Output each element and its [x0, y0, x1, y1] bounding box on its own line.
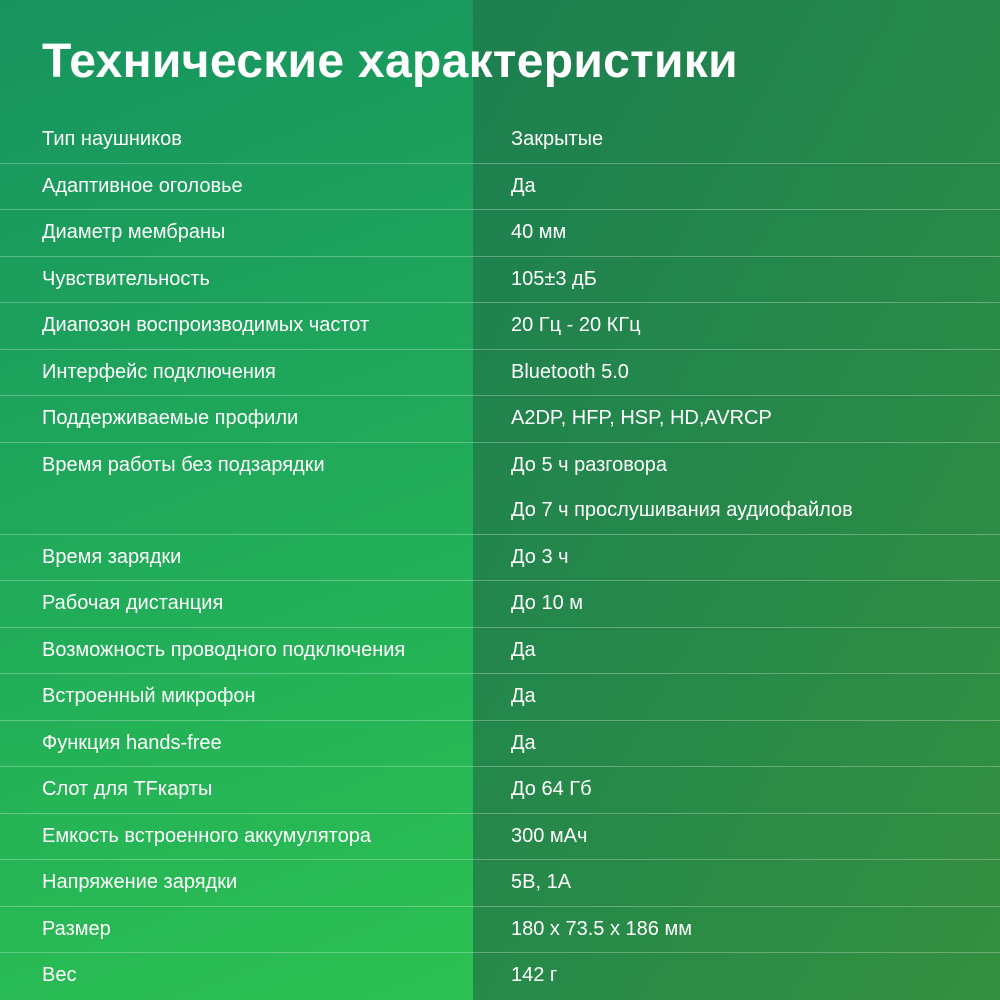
spec-value-line: 5В, 1А: [511, 871, 572, 893]
spec-value: До 64 Гб: [511, 767, 1000, 813]
spec-row: Вес 142 г: [0, 953, 1000, 999]
spec-row: Встроенный микрофон Да: [0, 674, 1000, 721]
spec-value: 40 мм: [511, 210, 1000, 256]
spec-value-line: До 3 ч: [511, 545, 569, 568]
spec-value: Да: [511, 721, 1000, 767]
spec-value-line: До 7 ч прослушивания аудиофайлов: [511, 499, 853, 521]
spec-label: Функция hands-free: [42, 731, 222, 754]
spec-label: Время работы без подзарядки: [42, 453, 325, 476]
right-panel-background: [473, 0, 1000, 1000]
spec-row: Адаптивное оголовье Да: [0, 164, 1000, 210]
spec-label: Размер: [42, 917, 111, 940]
spec-value-line: Bluetooth 5.0: [511, 360, 629, 383]
spec-row: Тип наушников Закрытые: [0, 117, 1000, 164]
spec-row: Функция hands-free Да: [0, 721, 1000, 767]
spec-value: До 3 ч: [511, 535, 1000, 581]
spec-label: Диапозон воспроизводимых частот: [42, 314, 370, 336]
spec-row: Диапозон воспроизводимых частот 20 Гц - 2…: [0, 303, 1000, 350]
spec-value-line: Да: [511, 685, 536, 707]
spec-label: Адаптивное оголовье: [42, 174, 243, 197]
spec-row: Чувствительность 105±3 дБ: [0, 257, 1000, 303]
spec-value: A2DP, HFP, HSP, HD,AVRCP: [511, 396, 1000, 442]
spec-value: Да: [511, 674, 1000, 720]
spec-value-line: Да: [511, 638, 536, 661]
spec-row: Время зарядки До 3 ч: [0, 535, 1000, 581]
spec-row: Размер 180 x 73.5 x 186 мм: [0, 907, 1000, 953]
spec-row: Напряжение зарядки 5В, 1А: [0, 860, 1000, 907]
spec-value: До 10 м: [511, 581, 1000, 627]
spec-value-line: 105±3 дБ: [511, 267, 597, 290]
spec-value-line: До 64 Гб: [511, 778, 592, 800]
spec-label: Напряжение зарядки: [42, 871, 238, 893]
spec-label: Чувствительность: [42, 267, 210, 290]
spec-row: Поддерживаемые профили A2DP, HFP, HSP, HD…: [0, 396, 1000, 443]
spec-value: Bluetooth 5.0: [511, 350, 1000, 396]
spec-value-line: 20 Гц - 20 КГц: [511, 314, 641, 336]
spec-value: Да: [511, 628, 1000, 674]
spec-value-line: 300 мАч: [511, 824, 588, 847]
spec-label: Поддерживаемые профили: [42, 407, 299, 429]
spec-row: Время работы без подзарядки До 5 ч разгов…: [0, 443, 1000, 535]
spec-value-line: Да: [511, 174, 536, 197]
spec-value-line: До 10 м: [511, 592, 584, 614]
spec-label: Диаметр мембраны: [42, 221, 226, 243]
spec-value: До 5 ч разговора До 7 ч прослушивания ауд…: [511, 443, 1000, 534]
spec-label: Слот для TFкарты: [42, 778, 213, 800]
left-panel-background: [0, 0, 473, 1000]
spec-value-line: До 5 ч разговора: [511, 453, 668, 476]
spec-value-line: Закрытые: [511, 128, 604, 150]
spec-value-line: 142 г: [511, 964, 558, 986]
spec-value: 180 x 73.5 x 186 мм: [511, 907, 1000, 953]
specs-table: Тип наушников Закрытые Адаптивное оголовье…: [0, 117, 1000, 999]
spec-value-line: A2DP, HFP, HSP, HD,AVRCP: [511, 407, 772, 429]
spec-value-line: 40 мм: [511, 221, 567, 243]
spec-label: Рабочая дистанция: [42, 592, 224, 614]
spec-label: Интерфейс подключения: [42, 360, 276, 383]
spec-row: Рабочая дистанция До 10 м: [0, 581, 1000, 628]
spec-value-line: Да: [511, 731, 536, 754]
spec-label: Вес: [42, 964, 77, 986]
page-title: Технические характеристики: [42, 35, 738, 88]
spec-value: 20 Гц - 20 КГц: [511, 303, 1000, 349]
spec-row: Интерфейс подключения Bluetooth 5.0: [0, 350, 1000, 396]
spec-label: Возможность проводного подключения: [42, 638, 406, 661]
spec-value: 300 мАч: [511, 814, 1000, 860]
spec-label: Время зарядки: [42, 545, 182, 568]
spec-value: Закрытые: [511, 117, 1000, 163]
spec-label: Встроенный микрофон: [42, 685, 256, 707]
spec-label: Тип наушников: [42, 128, 182, 150]
spec-row: Слот для TFкарты До 64 Гб: [0, 767, 1000, 814]
spec-value-line: 180 x 73.5 x 186 мм: [511, 917, 692, 940]
spec-value: Да: [511, 164, 1000, 210]
spec-row: Возможность проводного подключения Да: [0, 628, 1000, 674]
spec-value: 105±3 дБ: [511, 257, 1000, 303]
spec-label: Емкость встроенного аккумулятора: [42, 824, 371, 847]
spec-row: Емкость встроенного аккумулятора 300 мАч: [0, 814, 1000, 860]
spec-value: 142 г: [511, 953, 1000, 999]
spec-row: Диаметр мембраны 40 мм: [0, 210, 1000, 257]
spec-value: 5В, 1А: [511, 860, 1000, 906]
